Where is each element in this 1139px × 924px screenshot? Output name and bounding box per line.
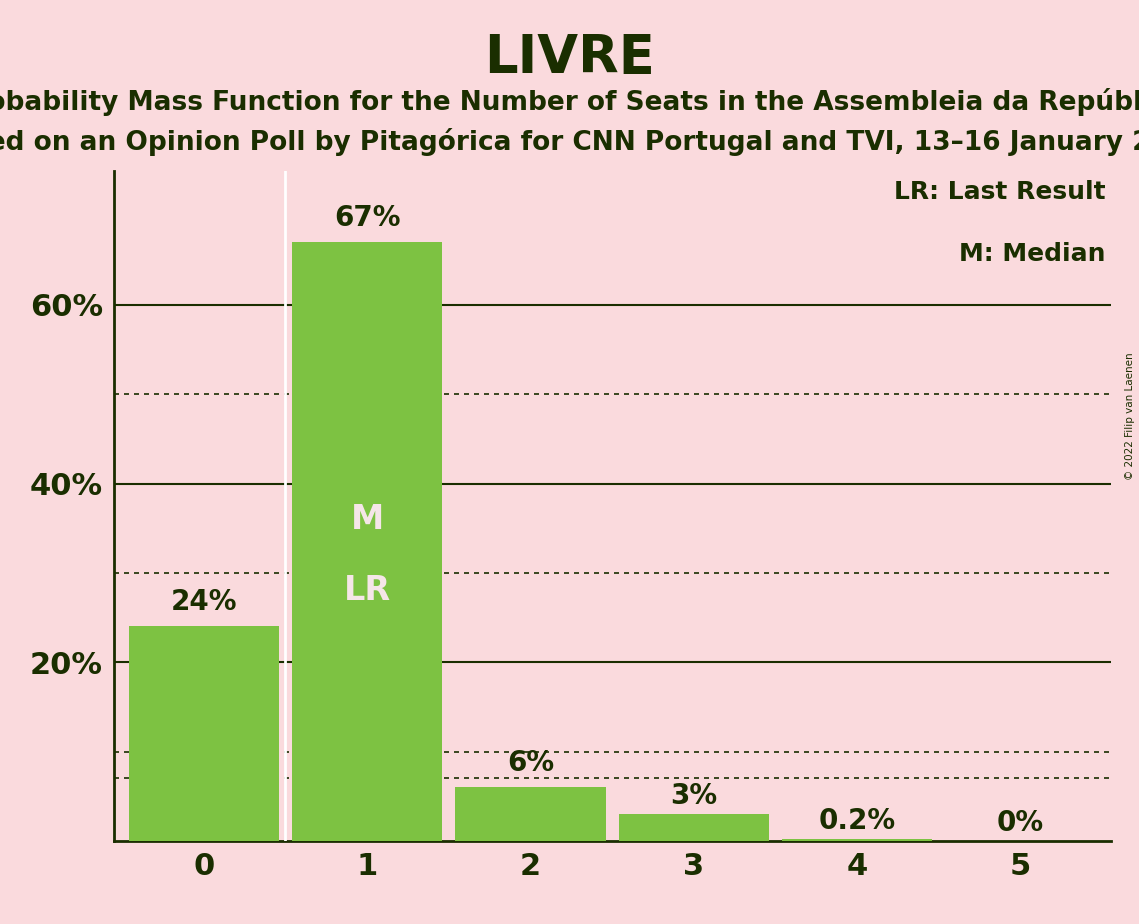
Text: Based on an Opinion Poll by Pitagórica for CNN Portugal and TVI, 13–16 January 2: Based on an Opinion Poll by Pitagórica f… [0,128,1139,155]
Text: 67%: 67% [334,203,401,232]
Text: 24%: 24% [171,588,237,615]
Text: © 2022 Filip van Laenen: © 2022 Filip van Laenen [1125,352,1134,480]
Text: M: M [351,503,384,536]
Text: LIVRE: LIVRE [484,32,655,84]
Bar [618,814,769,841]
Bar [292,242,442,841]
Text: 6%: 6% [507,748,554,776]
Bar [782,839,933,841]
Bar [129,626,279,841]
Text: M: Median: M: Median [959,242,1106,266]
Text: Probability Mass Function for the Number of Seats in the Assembleia da República: Probability Mass Function for the Number… [0,88,1139,116]
Bar [456,787,606,841]
Text: LR: LR [344,574,391,607]
Text: 0%: 0% [997,809,1044,837]
Text: 3%: 3% [671,783,718,810]
Text: 0.2%: 0.2% [819,808,896,835]
Text: LR: Last Result: LR: Last Result [894,180,1106,204]
